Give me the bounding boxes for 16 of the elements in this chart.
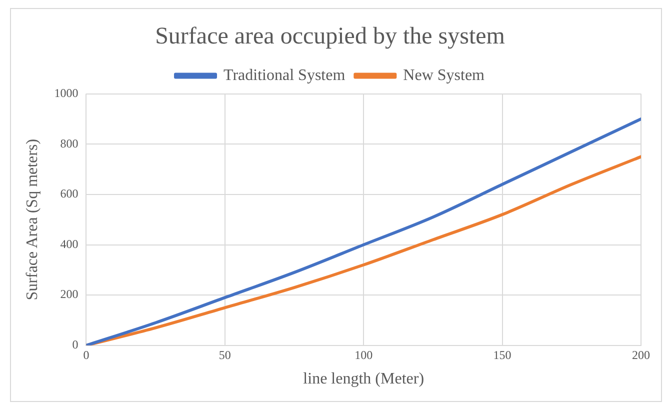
legend-label: Traditional System (224, 67, 346, 84)
x-tick-label: 100 (354, 348, 373, 362)
legend-label: New System (403, 67, 486, 84)
y-tick-label: 600 (60, 186, 78, 201)
y-tick-label: 1000 (54, 86, 78, 100)
y-tick-label: 0 (72, 338, 78, 352)
x-axis-title: line length (Meter) (303, 370, 424, 388)
x-tick-label: 150 (493, 348, 512, 362)
y-tick-label: 400 (60, 236, 78, 251)
y-tick-label: 200 (60, 287, 78, 302)
x-tick-label: 0 (83, 348, 90, 362)
x-tick-label: 200 (632, 348, 650, 362)
y-tick-label: 800 (60, 136, 78, 150)
chart-title: Surface area occupied by the system (155, 24, 506, 50)
x-tick-label: 50 (218, 348, 231, 362)
y-axis-title: Surface Area (Sq meters) (24, 138, 41, 300)
